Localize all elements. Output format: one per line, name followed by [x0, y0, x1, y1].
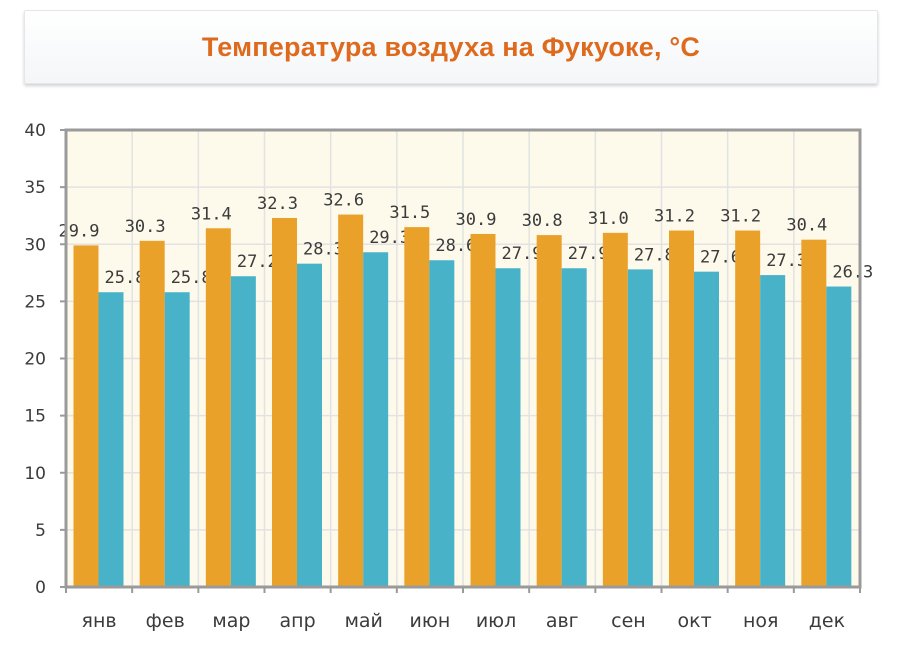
x-tick-label: янв — [82, 610, 117, 632]
bar-series-1 — [470, 233, 496, 587]
x-tick-label: май — [345, 610, 383, 632]
data-label: 31.2 — [654, 207, 695, 227]
data-label: 28.6 — [435, 236, 476, 256]
data-label: 30.8 — [522, 211, 563, 231]
data-label: 31.0 — [588, 209, 629, 229]
x-tick-label: апр — [280, 610, 316, 632]
data-label: 25.8 — [105, 268, 146, 288]
data-label: 26.3 — [832, 263, 873, 283]
bar-series-1 — [669, 230, 694, 588]
bar-series-1 — [536, 235, 562, 588]
bar-series-1 — [338, 214, 364, 588]
x-tick-label: ноя — [743, 610, 778, 632]
data-label: 27.6 — [700, 248, 741, 268]
data-label: 31.4 — [191, 204, 232, 224]
data-label: 31.2 — [720, 207, 761, 227]
bar-series-2 — [495, 268, 521, 587]
y-tick-label: 5 — [35, 521, 46, 541]
bar-series-2 — [363, 252, 389, 587]
bar-series-2 — [561, 268, 587, 587]
y-tick-label: 25 — [24, 292, 46, 312]
x-tick-label: июн — [410, 610, 451, 632]
data-label: 29.9 — [59, 221, 100, 241]
x-tick-label: авг — [546, 610, 579, 632]
y-tick-label: 10 — [24, 464, 46, 484]
bar-series-2 — [230, 276, 256, 587]
x-tick-label: окт — [677, 610, 711, 632]
x-tick-label: дек — [809, 610, 845, 632]
data-label: 30.4 — [786, 216, 827, 236]
data-label: 30.9 — [456, 210, 497, 230]
y-tick-label: 35 — [24, 178, 46, 198]
bar-series-2 — [98, 292, 124, 587]
y-tick-label: 40 — [24, 121, 46, 141]
data-label: 30.3 — [125, 217, 166, 237]
bar-series-1 — [801, 239, 827, 587]
bar-series-1 — [735, 230, 761, 588]
x-tick-label: фев — [146, 610, 185, 632]
bar-series-1 — [73, 245, 99, 587]
data-label: 27.9 — [568, 244, 609, 264]
bar-series-2 — [760, 275, 786, 587]
data-label: 27.8 — [634, 245, 675, 265]
y-tick-label: 20 — [24, 350, 46, 370]
x-tick-label: мар — [212, 610, 250, 632]
bar-series-1 — [139, 240, 165, 587]
data-label: 31.5 — [389, 203, 430, 223]
bar-series-1 — [404, 227, 430, 588]
data-label: 29.3 — [369, 228, 410, 248]
bar-series-2 — [429, 260, 455, 587]
y-tick-label: 15 — [24, 407, 46, 427]
bar-series-1 — [602, 232, 628, 587]
bar-series-2 — [627, 269, 653, 587]
x-tick-label: сен — [611, 610, 646, 632]
bar-series-2 — [826, 286, 852, 587]
chart-title-box: Температура воздуха на Фукуоке, °C — [24, 10, 878, 84]
bar-series-2 — [164, 292, 190, 587]
data-label: 32.3 — [257, 194, 298, 214]
chart-title: Температура воздуха на Фукуоке, °C — [201, 31, 701, 62]
data-label: 27.9 — [502, 244, 543, 264]
bar-series-2 — [297, 263, 322, 587]
data-label: 25.8 — [171, 268, 212, 288]
data-label: 27.2 — [237, 252, 278, 272]
y-tick-label: 30 — [24, 235, 46, 255]
data-label: 32.6 — [323, 191, 364, 211]
x-tick-label: июл — [476, 610, 517, 632]
data-label: 28.3 — [303, 240, 344, 260]
y-tick-label: 0 — [35, 578, 46, 598]
bar-series-2 — [694, 271, 719, 587]
data-label: 27.3 — [766, 251, 807, 271]
bar-series-1 — [205, 228, 231, 587]
bar-series-1 — [272, 217, 297, 587]
